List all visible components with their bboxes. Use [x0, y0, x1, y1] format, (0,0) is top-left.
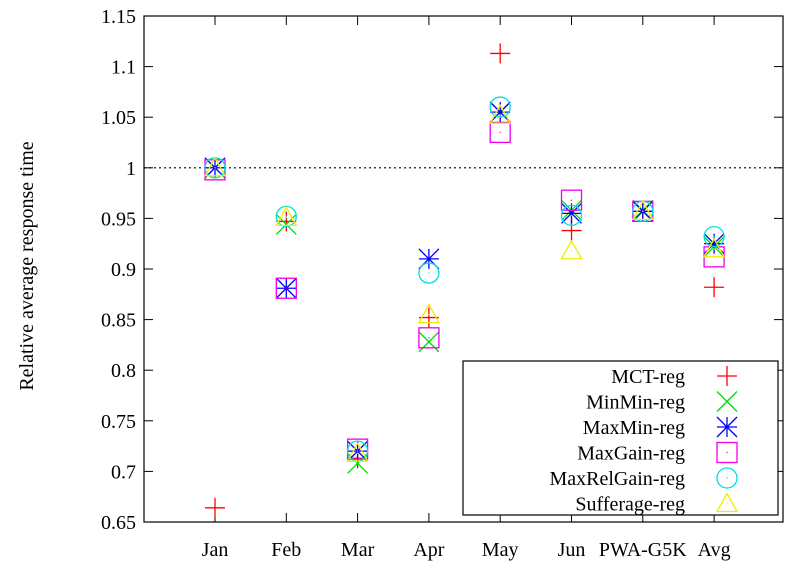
y-tick-label: 1.15	[101, 6, 136, 28]
x-tick-label: Avg	[698, 539, 731, 561]
y-tick-label: 1	[126, 158, 136, 180]
data-point	[562, 241, 582, 259]
y-tick-label: 1.1	[111, 57, 136, 79]
y-tick-label: 0.7	[111, 461, 136, 483]
legend-label: MaxRelGain-reg	[549, 468, 685, 490]
data-point	[704, 277, 724, 297]
y-tick-label: 0.9	[111, 259, 136, 281]
data-point	[490, 43, 510, 63]
data-point	[419, 332, 439, 352]
x-tick-label: PWA-G5K	[599, 539, 687, 561]
x-tick-label: Apr	[413, 539, 444, 561]
data-point	[490, 122, 510, 142]
legend-label: MinMin-reg	[586, 392, 685, 414]
x-tick-label: Mar	[341, 539, 375, 561]
legend: MCT-reg MinMin-reg MaxMin-reg MaxGain-reg Ma…	[463, 361, 778, 516]
data-point	[419, 328, 439, 348]
data-point	[205, 498, 225, 518]
y-axis-label: Relative average response time	[16, 141, 38, 390]
y-tick-label: 0.8	[111, 360, 136, 382]
data-point	[562, 221, 582, 241]
y-tick-label: 0.95	[101, 208, 136, 230]
legend-label: MaxGain-reg	[577, 443, 685, 465]
x-tick-label: Feb	[271, 539, 301, 561]
x-tick-label: Jan	[202, 539, 229, 561]
y-tick-label: 0.85	[101, 310, 136, 332]
y-tick-label: 1.05	[101, 107, 136, 129]
legend-label: MCT-reg	[611, 366, 685, 388]
legend-label: Sufferage-reg	[575, 494, 685, 516]
legend-label: MaxMin-reg	[583, 417, 685, 439]
x-tick-label: May	[482, 539, 519, 561]
y-tick-label: 0.75	[101, 411, 136, 433]
data-point	[276, 211, 296, 231]
x-tick-label: Jun	[558, 539, 586, 561]
data-point	[562, 203, 582, 223]
y-tick-label: 0.65	[101, 512, 136, 534]
legend-marker	[717, 417, 737, 437]
